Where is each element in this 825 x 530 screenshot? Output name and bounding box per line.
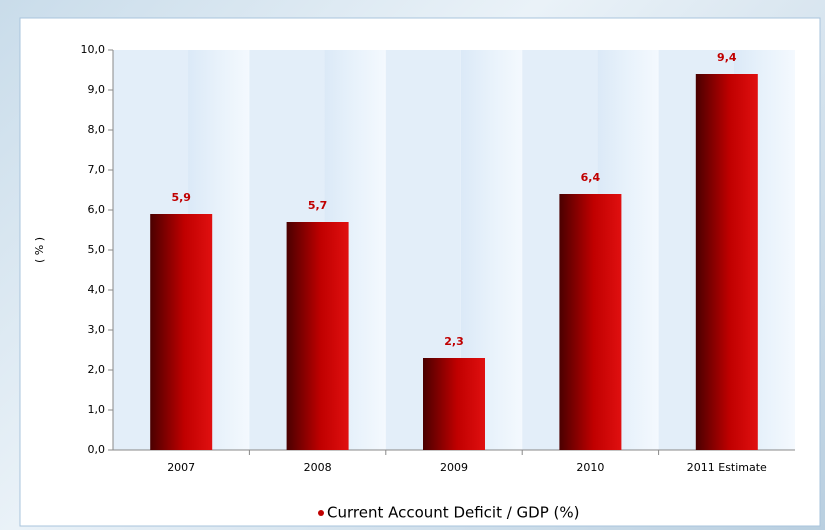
y-tick-label: 4,0 <box>88 283 106 296</box>
x-tick-label: 2007 <box>167 461 195 474</box>
y-tick-label: 5,0 <box>88 243 106 256</box>
y-tick-label: 8,0 <box>88 123 106 136</box>
x-tick-label: 2008 <box>304 461 332 474</box>
y-tick-label: 7,0 <box>88 163 106 176</box>
value-label: 5,9 <box>171 191 191 204</box>
y-tick-label: 3,0 <box>88 323 106 336</box>
bar <box>150 214 213 450</box>
value-label: 6,4 <box>581 171 601 184</box>
y-tick-label: 2,0 <box>88 363 106 376</box>
bar <box>286 222 349 450</box>
y-tick-label: 10,0 <box>81 43 106 56</box>
bar <box>695 74 758 450</box>
x-tick-label: 2010 <box>576 461 604 474</box>
legend-swatch <box>318 510 324 516</box>
y-axis-label: ( % ) <box>33 237 46 263</box>
y-tick-label: 0,0 <box>88 443 106 456</box>
x-tick-label: 2011 Estimate <box>687 461 767 474</box>
y-tick-label: 6,0 <box>88 203 106 216</box>
value-label: 9,4 <box>717 51 737 64</box>
value-label: 2,3 <box>444 335 464 348</box>
y-tick-label: 9,0 <box>88 83 106 96</box>
bar <box>423 358 485 450</box>
x-tick-label: 2009 <box>440 461 468 474</box>
y-tick-label: 1,0 <box>88 403 106 416</box>
value-label: 5,7 <box>308 199 328 212</box>
legend-label: Current Account Deficit / GDP (%) <box>327 504 580 522</box>
bar <box>559 194 622 450</box>
